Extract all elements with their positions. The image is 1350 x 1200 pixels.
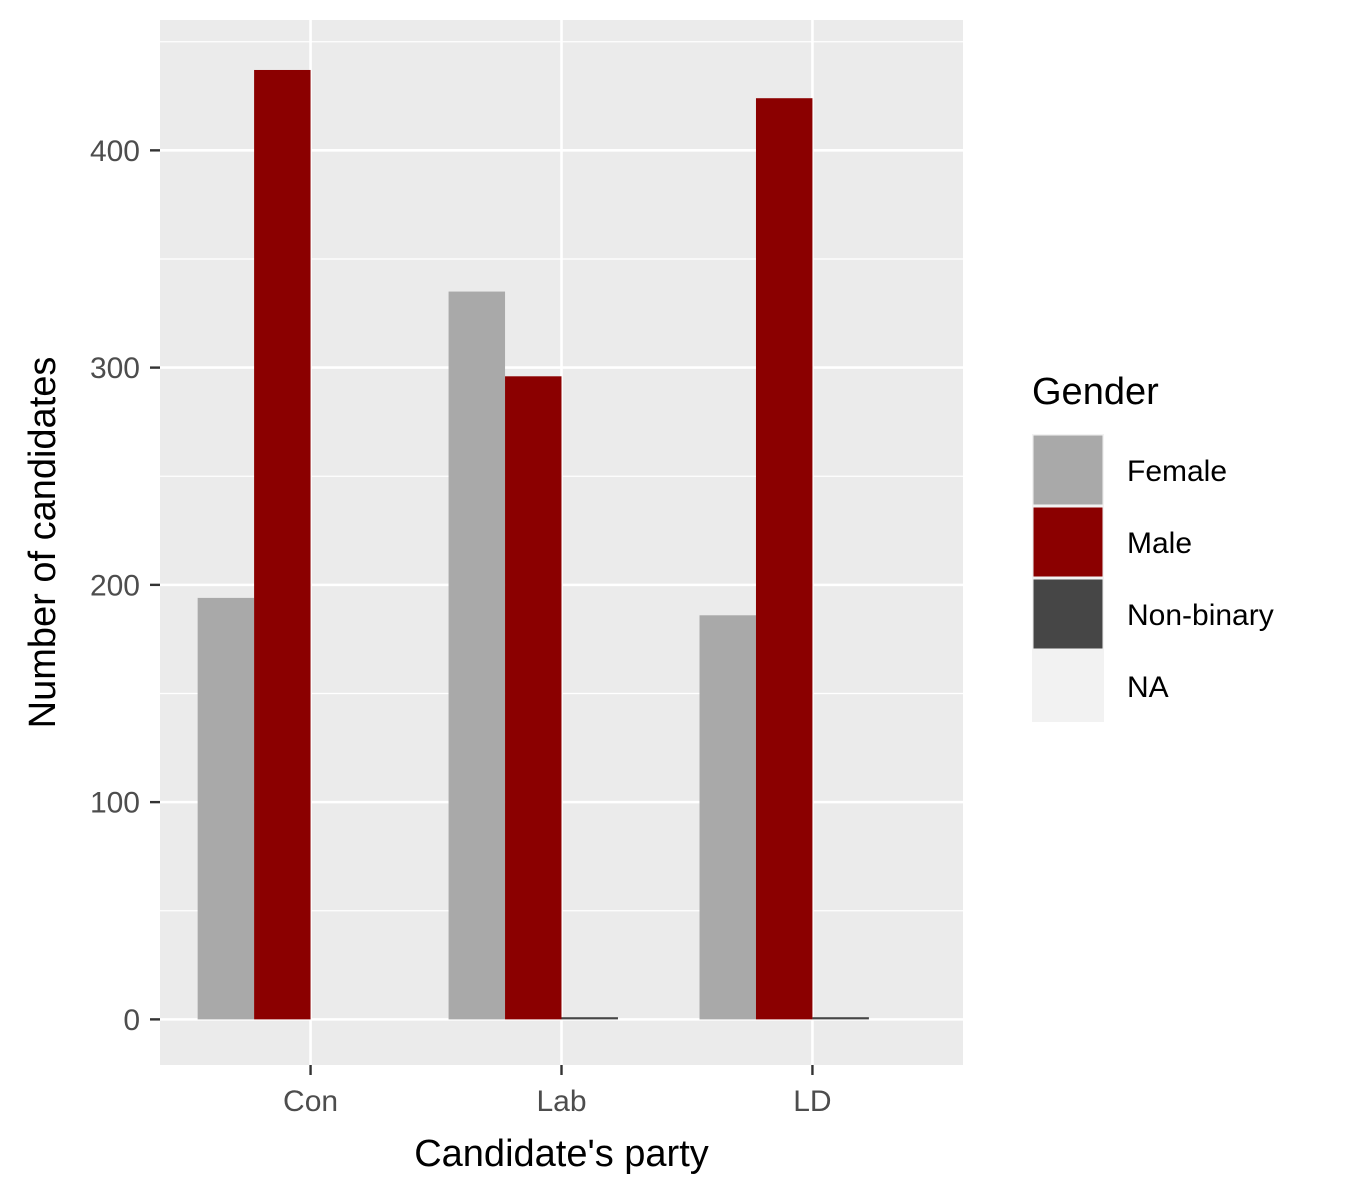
- y-tick-label: 200: [90, 569, 140, 602]
- bar-male-ld: [755, 98, 813, 1020]
- y-axis: 0 100 200 300 400: [90, 135, 160, 1037]
- legend-label: Female: [1127, 455, 1227, 488]
- bar-female-lab: [448, 291, 506, 1020]
- x-tick-label: Lab: [536, 1085, 586, 1118]
- legend-swatch-na: [1033, 651, 1103, 721]
- legend-swatch-female: [1033, 435, 1103, 505]
- legend-items: Female Male Non-binary NA: [1032, 434, 1274, 722]
- y-axis-title: Number of candidates: [22, 357, 64, 729]
- legend-swatch-non-binary: [1033, 579, 1103, 649]
- bar-non-binary-lab: [561, 1017, 618, 1020]
- legend: Gender Female Male Non-binary NA: [1032, 371, 1274, 722]
- x-axis: Con Lab LD: [283, 1065, 832, 1118]
- legend-swatch-male: [1033, 507, 1103, 577]
- y-tick-label: 0: [123, 1004, 140, 1037]
- legend-label: NA: [1127, 671, 1169, 704]
- bar-female-ld: [699, 615, 756, 1020]
- bar-non-binary-ld: [812, 1017, 869, 1020]
- bar-female-con: [197, 597, 255, 1020]
- y-tick-label: 300: [90, 352, 140, 385]
- bars: [197, 69, 869, 1020]
- x-tick-label: Con: [283, 1085, 338, 1118]
- bar-male-con: [254, 69, 311, 1020]
- y-tick-label: 400: [90, 135, 140, 168]
- x-tick-label: LD: [793, 1085, 831, 1118]
- legend-title: Gender: [1032, 371, 1159, 413]
- x-axis-title: Candidate's party: [414, 1133, 709, 1175]
- legend-label: Non-binary: [1127, 599, 1274, 632]
- bar-male-lab: [505, 376, 562, 1020]
- y-tick-label: 100: [90, 787, 140, 820]
- legend-label: Male: [1127, 527, 1192, 560]
